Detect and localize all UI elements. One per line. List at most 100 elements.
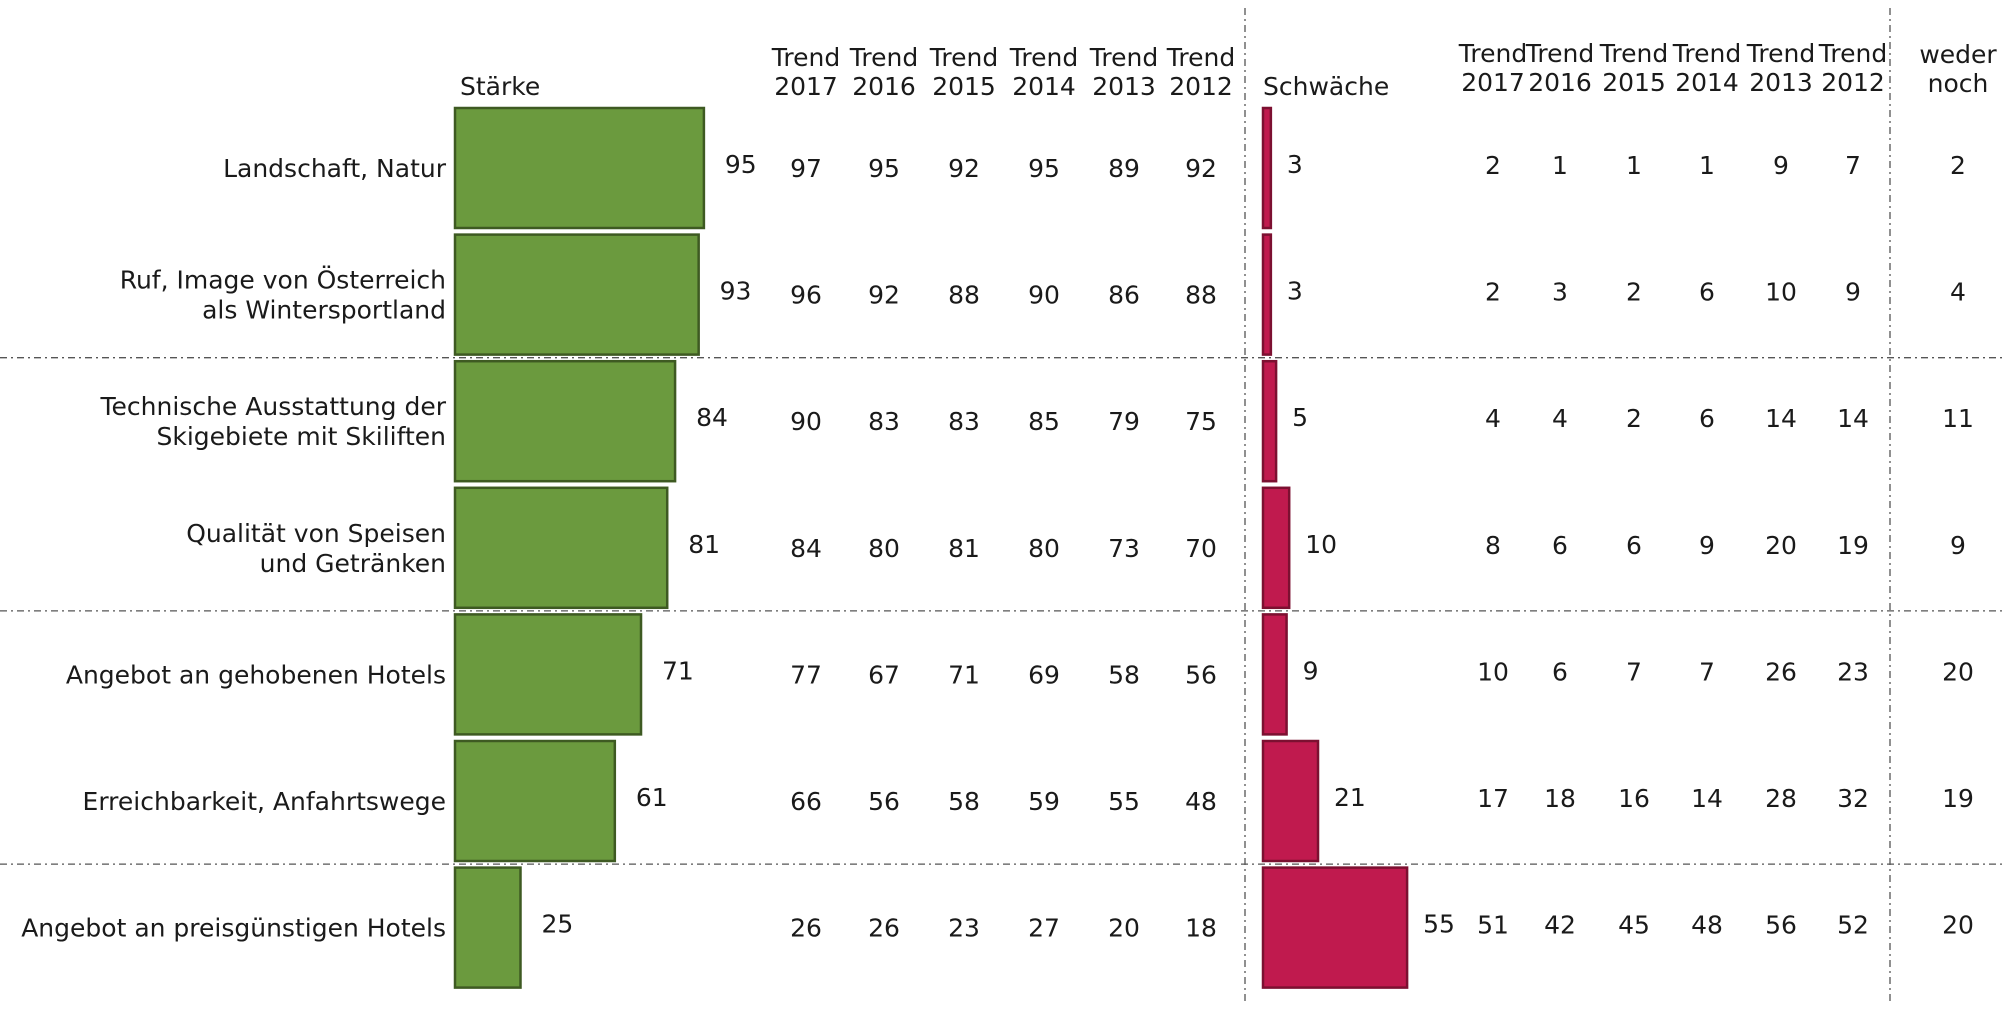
neither-value: 20 bbox=[1942, 657, 1974, 686]
strength-bar bbox=[453, 359, 677, 483]
weakness-trend-value: 14 bbox=[1765, 404, 1797, 433]
strength-trend-value: 20 bbox=[1108, 914, 1140, 943]
strength-trend-header: 2013 bbox=[1092, 72, 1156, 101]
weakness-trend-value: 16 bbox=[1618, 784, 1650, 813]
strength-trend-header: 2015 bbox=[932, 72, 996, 101]
strength-trend-value: 81 bbox=[948, 534, 980, 563]
weakness-trend-header: Trend bbox=[1525, 39, 1594, 68]
strength-trend-value: 86 bbox=[1108, 281, 1140, 310]
strength-trend-value: 69 bbox=[1028, 660, 1060, 689]
strength-trend-value: 90 bbox=[1028, 281, 1060, 310]
weakness-trend-value: 51 bbox=[1477, 911, 1509, 940]
strength-trend-value: 70 bbox=[1185, 534, 1217, 563]
strength-value-label: 84 bbox=[696, 403, 728, 432]
category-label: Ruf, Image von Österreich bbox=[120, 266, 446, 295]
weakness-trend-value: 14 bbox=[1691, 784, 1723, 813]
weakness-bar bbox=[1261, 486, 1291, 610]
neither-value: 4 bbox=[1950, 278, 1966, 307]
strength-trend-value: 88 bbox=[1185, 281, 1217, 310]
strength-bar bbox=[453, 739, 617, 863]
strength-trend-value: 90 bbox=[790, 407, 822, 436]
strength-trend-value: 92 bbox=[1185, 154, 1217, 183]
weakness-bar bbox=[1261, 233, 1273, 356]
strength-trend-header: Trend bbox=[1089, 43, 1158, 72]
weakness-value-label: 21 bbox=[1334, 783, 1366, 812]
strength-trend-header: Trend bbox=[771, 43, 840, 72]
weakness-trend-value: 6 bbox=[1699, 278, 1715, 307]
weakness-trend-value: 14 bbox=[1837, 404, 1869, 433]
category-label: Technische Ausstattung der bbox=[100, 392, 447, 421]
weakness-trend-header: 2015 bbox=[1602, 68, 1666, 97]
strength-trend-value: 23 bbox=[948, 914, 980, 943]
strength-trend-value: 79 bbox=[1108, 407, 1140, 436]
weakness-trend-value: 7 bbox=[1626, 657, 1642, 686]
weakness-trend-value: 2 bbox=[1485, 151, 1501, 180]
strength-value-label: 93 bbox=[720, 277, 752, 306]
weakness-value-label: 9 bbox=[1303, 656, 1319, 685]
weakness-trend-header: 2017 bbox=[1461, 68, 1525, 97]
weakness-trend-value: 48 bbox=[1691, 911, 1723, 940]
strength-trend-header: Trend bbox=[929, 43, 998, 72]
chart-row: Erreichbarkeit, Anfahrtswege 61 66 56 58 59 55… bbox=[83, 739, 1974, 863]
strength-bar bbox=[453, 233, 700, 356]
weakness-trend-value: 7 bbox=[1845, 151, 1861, 180]
weakness-value-label: 55 bbox=[1423, 910, 1455, 939]
strength-trend-value: 26 bbox=[868, 914, 900, 943]
weakness-trend-value: 17 bbox=[1477, 784, 1509, 813]
weakness-trend-value: 10 bbox=[1765, 278, 1797, 307]
weakness-trend-value: 42 bbox=[1544, 911, 1576, 940]
weakness-trend-value: 10 bbox=[1477, 657, 1509, 686]
strength-trend-value: 73 bbox=[1108, 534, 1140, 563]
strength-trend-header: 2012 bbox=[1169, 72, 1233, 101]
strength-bar bbox=[453, 866, 522, 989]
grid-lines bbox=[0, 8, 2006, 1005]
neither-value: 9 bbox=[1950, 531, 1966, 560]
strength-trend-header: Trend bbox=[1166, 43, 1235, 72]
category-label: Angebot an gehobenen Hotels bbox=[66, 660, 446, 689]
strength-value-label: 61 bbox=[636, 783, 668, 812]
weakness-trend-value: 26 bbox=[1765, 657, 1797, 686]
weakness-trend-value: 23 bbox=[1837, 657, 1869, 686]
category-label: Qualität von Speisen bbox=[186, 519, 446, 548]
strength-trend-value: 66 bbox=[790, 787, 822, 816]
strength-trend-header: 2014 bbox=[1012, 72, 1076, 101]
weakness-trend-value: 4 bbox=[1485, 404, 1501, 433]
strength-trend-value: 56 bbox=[1185, 660, 1217, 689]
weakness-trend-header: Trend bbox=[1818, 39, 1887, 68]
category-label: Skigebiete mit Skiliften bbox=[157, 422, 447, 451]
strength-bar bbox=[453, 613, 643, 736]
weakness-trend-value: 2 bbox=[1485, 278, 1501, 307]
weakness-bar bbox=[1261, 866, 1409, 989]
weakness-trend-header: 2014 bbox=[1675, 68, 1739, 97]
strength-trend-value: 88 bbox=[948, 281, 980, 310]
strength-trend-value: 92 bbox=[948, 154, 980, 183]
weakness-trend-value: 56 bbox=[1765, 911, 1797, 940]
weakness-value-label: 5 bbox=[1292, 403, 1308, 432]
weakness-trend-value: 1 bbox=[1626, 151, 1642, 180]
strength-value-label: 95 bbox=[725, 150, 757, 179]
strength-header: Stärke bbox=[460, 72, 540, 101]
strength-trend-value: 75 bbox=[1185, 407, 1217, 436]
chart-rows: Landschaft, Natur 95 97 95 92 95 89 92 3 2 1 1 1 9 7 2R… bbox=[21, 106, 1974, 989]
weakness-value-label: 3 bbox=[1287, 150, 1303, 179]
strength-trend-value: 71 bbox=[948, 660, 980, 689]
strength-trend-value: 89 bbox=[1108, 154, 1140, 183]
weakness-value-label: 3 bbox=[1287, 277, 1303, 306]
strength-trend-value: 58 bbox=[948, 787, 980, 816]
weakness-trend-header: 2013 bbox=[1749, 68, 1813, 97]
weakness-trend-value: 4 bbox=[1552, 404, 1568, 433]
strength-trend-value: 56 bbox=[868, 787, 900, 816]
strength-trend-value: 58 bbox=[1108, 660, 1140, 689]
neither-value: 11 bbox=[1942, 404, 1974, 433]
weakness-trend-header: Trend bbox=[1599, 39, 1668, 68]
strength-trend-value: 59 bbox=[1028, 787, 1060, 816]
weakness-trend-value: 28 bbox=[1765, 784, 1797, 813]
strength-trend-value: 80 bbox=[868, 534, 900, 563]
category-label: Angebot an preisgünstigen Hotels bbox=[21, 914, 446, 943]
strength-trend-value: 67 bbox=[868, 660, 900, 689]
weakness-trend-value: 20 bbox=[1765, 531, 1797, 560]
strength-trend-value: 26 bbox=[790, 914, 822, 943]
